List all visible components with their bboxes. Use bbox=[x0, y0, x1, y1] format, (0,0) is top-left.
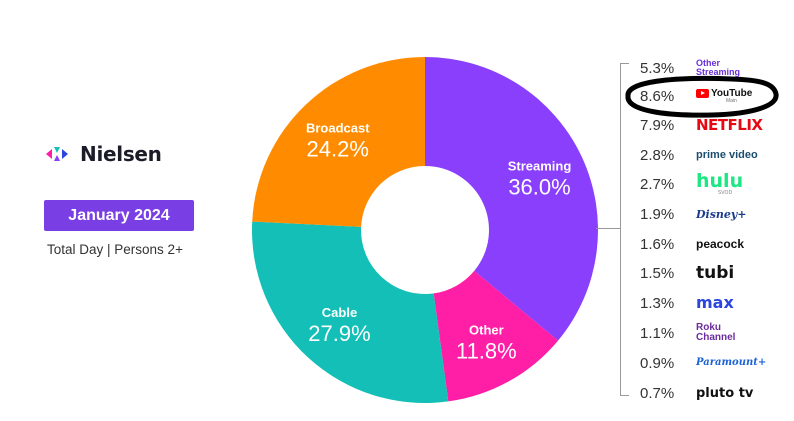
list-item: 1.3% max bbox=[640, 288, 734, 318]
share-value: 8.6% bbox=[640, 87, 675, 105]
bracket-connector bbox=[596, 228, 620, 229]
slice-other bbox=[433, 270, 559, 402]
share-value: 0.7% bbox=[640, 384, 675, 402]
list-item: 5.3% Other Streaming bbox=[640, 53, 748, 83]
list-item: 1.6% peacock bbox=[640, 229, 744, 259]
share-value: 2.8% bbox=[640, 146, 675, 164]
streaming-bracket bbox=[620, 63, 629, 396]
list-item: 0.7% pluto tv bbox=[640, 378, 753, 408]
brand-sublabel: SVOD bbox=[718, 190, 733, 196]
brand-name: Nielsen bbox=[80, 142, 162, 166]
share-value: 2.7% bbox=[640, 175, 675, 193]
brand-youtube: YouTube Main bbox=[696, 87, 753, 104]
slice-streaming bbox=[425, 57, 598, 341]
list-item: 7.9% NETFLIX bbox=[640, 110, 763, 140]
brand-label: peacock bbox=[696, 237, 745, 251]
slice-label: Cable bbox=[322, 305, 357, 320]
share-value: 7.9% bbox=[640, 116, 675, 134]
slice-cable bbox=[251, 221, 449, 403]
brand-label: YouTube bbox=[711, 87, 753, 99]
brand-sublabel: Main bbox=[726, 97, 737, 104]
brand-label: Disney+ bbox=[696, 207, 747, 221]
list-item: 0.9% Paramount+ bbox=[640, 348, 766, 378]
slice-label: Other bbox=[469, 323, 504, 338]
brand-label: Other Streaming bbox=[696, 58, 741, 77]
brand-label: max bbox=[696, 293, 734, 312]
nielsen-logo: Nielsen bbox=[46, 142, 162, 166]
brand-label: Paramount+ bbox=[696, 357, 767, 368]
brand-label: pluto tv bbox=[696, 385, 754, 401]
slice-label: Broadcast bbox=[306, 120, 370, 135]
brand-label: NETFLIX bbox=[696, 115, 763, 134]
brand-label: tubi bbox=[696, 262, 735, 283]
list-item: 2.8% prime video bbox=[640, 140, 758, 170]
slice-label: Streaming bbox=[508, 158, 572, 173]
list-item: 1.9% Disney+ bbox=[640, 199, 747, 229]
youtube-play-icon bbox=[696, 89, 709, 98]
share-value: 1.6% bbox=[640, 235, 675, 253]
share-value: 1.5% bbox=[640, 264, 675, 282]
brand-label: Roku Channel bbox=[696, 322, 736, 343]
slice-value: 11.8% bbox=[456, 339, 517, 364]
slice-value: 24.2% bbox=[307, 136, 369, 161]
date-badge: January 2024 bbox=[44, 200, 194, 231]
nielsen-logo-icon bbox=[46, 147, 68, 161]
brand-label: prime video bbox=[696, 148, 758, 161]
slice-broadcast bbox=[252, 57, 425, 227]
brand-other-streaming: Other Streaming bbox=[696, 59, 748, 77]
list-item: 1.5% tubi bbox=[640, 258, 734, 288]
hand-drawn-circle-annotation bbox=[625, 75, 779, 118]
audience-subtitle: Total Day | Persons 2+ bbox=[47, 242, 183, 257]
brand-hulu: hulu SVOD bbox=[696, 172, 743, 196]
slice-value: 36.0% bbox=[508, 174, 570, 199]
list-item: 2.7% hulu SVOD bbox=[640, 169, 743, 199]
share-value: 0.9% bbox=[640, 354, 675, 372]
list-item: 8.6% YouTube Main bbox=[640, 81, 752, 111]
share-value: 1.9% bbox=[640, 205, 675, 223]
share-value: 1.3% bbox=[640, 294, 675, 312]
list-item: 1.1% Roku Channel bbox=[640, 318, 740, 348]
brand-label: hulu bbox=[696, 170, 744, 192]
share-value: 1.1% bbox=[640, 324, 675, 342]
date-label: January 2024 bbox=[68, 206, 170, 224]
share-value: 5.3% bbox=[640, 59, 675, 77]
slice-value: 27.9% bbox=[308, 321, 370, 346]
